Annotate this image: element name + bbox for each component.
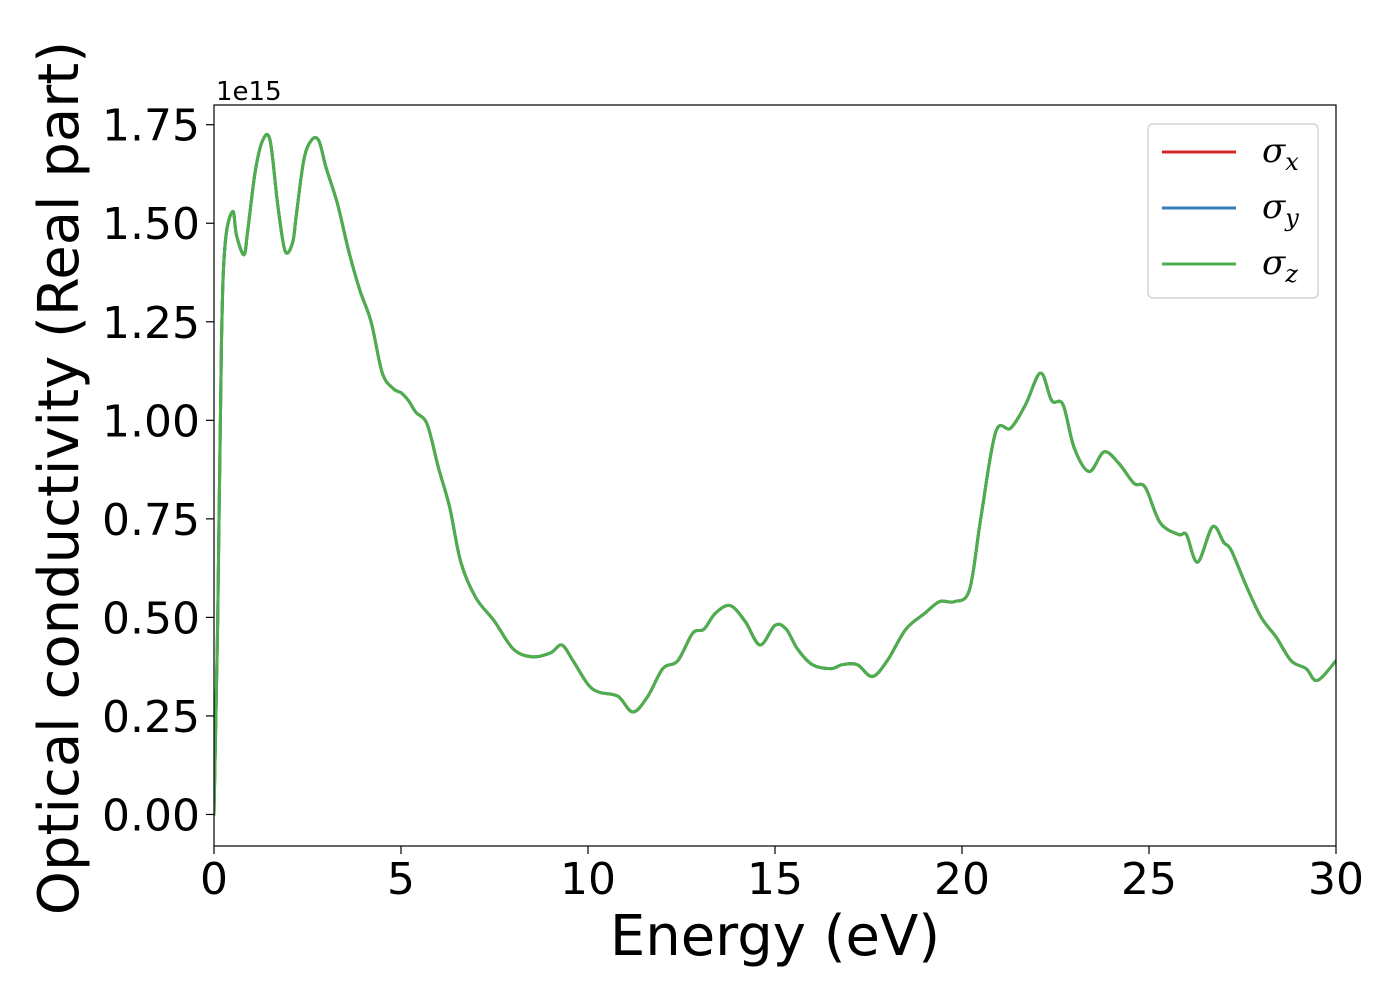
y-tick-label: 1.25 [102,298,200,349]
legend-label-y: σy [1262,187,1299,232]
x-axis-title: Energy (eV) [610,904,940,969]
y-offset-label: 1e15 [216,77,282,107]
x-tick-label: 15 [747,854,803,905]
legend-symbol: σ [1262,131,1286,171]
legend-subscript: z [1284,260,1298,288]
legend-symbol: σ [1262,187,1286,227]
y-tick-label: 1.75 [102,101,200,152]
x-tick-label: 10 [560,854,616,905]
legend-subscript: y [1284,204,1299,232]
x-tick-label: 30 [1308,854,1364,905]
y-tick-label: 0.00 [102,790,200,841]
y-tick-label: 1.50 [102,199,200,250]
y-tick-label: 0.50 [102,593,200,644]
y-tick-label: 0.25 [102,692,200,743]
legend-symbol: σ [1262,243,1286,283]
x-tick-label: 5 [387,854,415,905]
legend-subscript: x [1285,148,1299,176]
legend-label-z: σz [1262,243,1298,288]
y-tick-label: 1.00 [102,396,200,447]
x-tick-label: 0 [200,854,228,905]
legend-box [1147,123,1319,299]
x-tick-label: 20 [934,854,990,905]
plot-lines [214,132,1336,816]
x-axis: 0 5 10 15 20 25 30 [200,846,1364,905]
y-axis-title: Optical conductivity (Real part) [27,41,92,915]
series-line-z [214,132,1336,816]
legend-label-x: σx [1262,131,1299,176]
x-tick-label: 25 [1121,854,1177,905]
y-tick-label: 0.75 [102,495,200,546]
y-axis: 0.00 0.25 0.50 0.75 1.00 1.25 1.50 1.75 [102,101,214,841]
